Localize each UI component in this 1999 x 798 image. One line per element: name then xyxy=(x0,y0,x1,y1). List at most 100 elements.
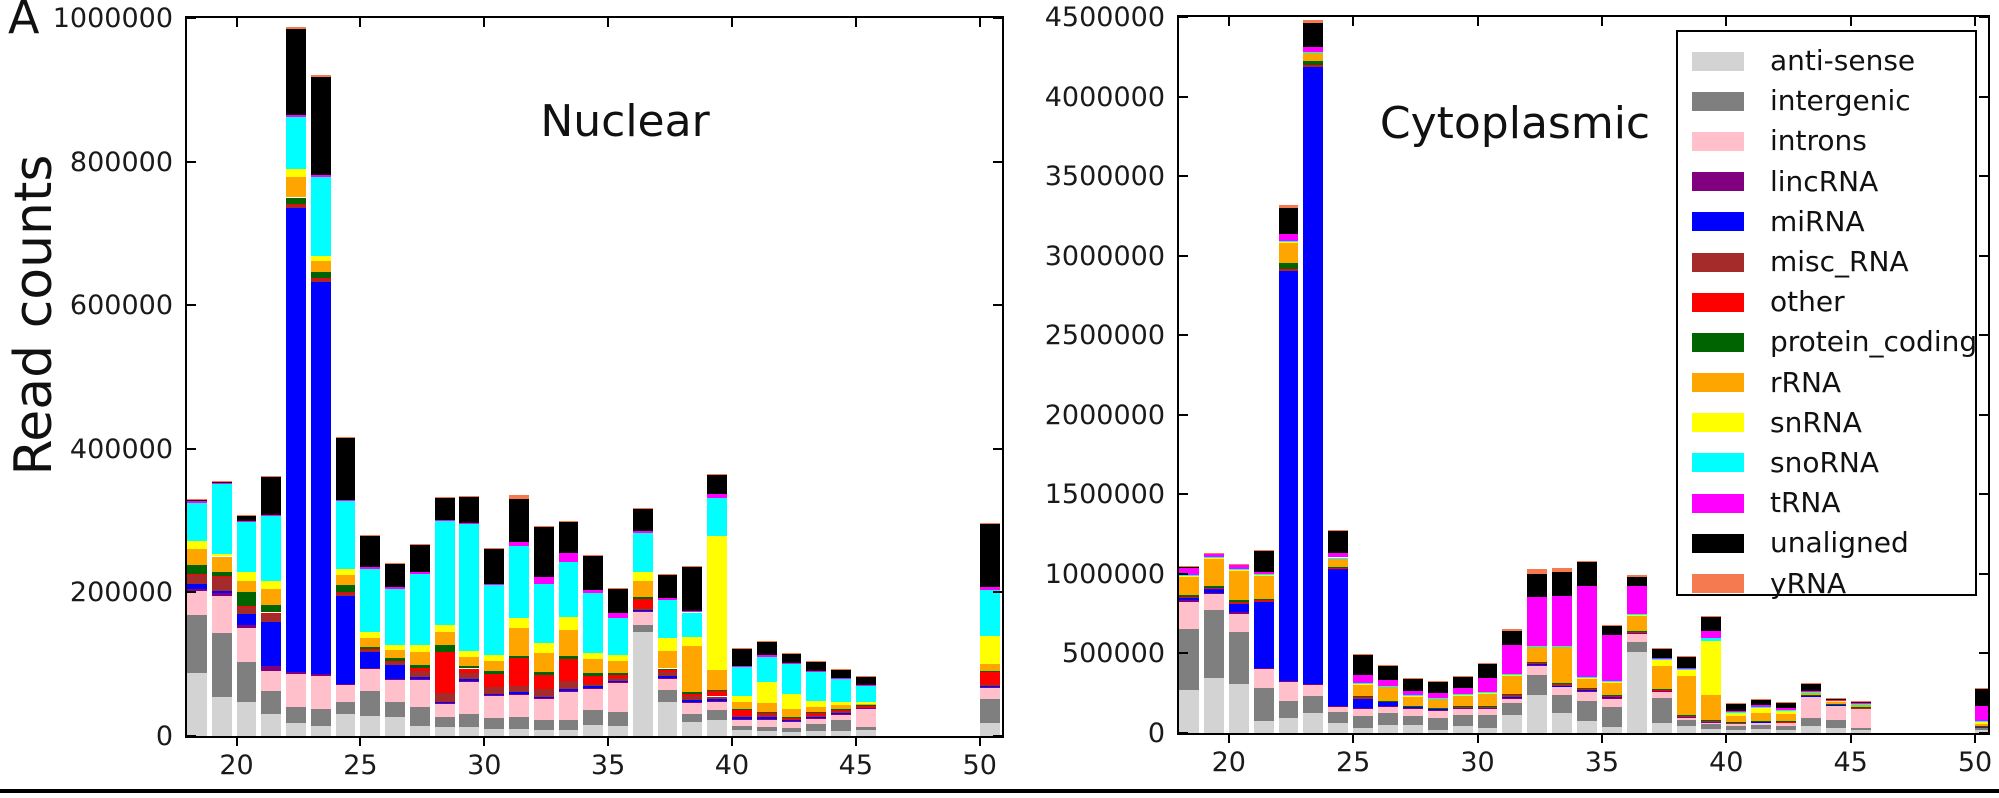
segment-tRNA xyxy=(1701,631,1722,639)
segment-introns xyxy=(1577,691,1597,702)
segment-lincRNA xyxy=(236,625,257,629)
segment-intergenic xyxy=(1179,628,1199,691)
protein_coding-swatch xyxy=(1692,332,1744,352)
segment-snRNA xyxy=(1726,712,1747,716)
segment-unaligned xyxy=(484,548,505,584)
segment-introns xyxy=(1278,681,1299,702)
segment-protein_coding xyxy=(632,597,653,599)
legend-item-snRNA: snRNA xyxy=(1678,403,1975,443)
legend-item-introns: introns xyxy=(1678,121,1975,161)
y-tick-label-800000: 800000 xyxy=(69,146,173,178)
segment-misc_RNA xyxy=(583,684,604,687)
segment-introns xyxy=(1552,686,1573,695)
y-tick-right-3500000 xyxy=(1979,175,1988,178)
segment-anti-sense xyxy=(756,730,777,736)
segment-anti-sense xyxy=(1477,728,1498,733)
segment-protein_coding xyxy=(608,672,628,675)
segment-rRNA xyxy=(1203,558,1224,586)
x-tick-bottom-40 xyxy=(730,738,733,746)
segment-snoRNA xyxy=(1502,674,1523,676)
segment-misc_RNA xyxy=(1253,601,1274,603)
segment-protein_coding xyxy=(1278,262,1299,270)
segment-yRNA xyxy=(657,574,678,576)
segment-yRNA xyxy=(1676,655,1697,657)
segment-unaligned xyxy=(1676,656,1697,669)
segment-other xyxy=(657,669,678,673)
segment-introns xyxy=(781,721,802,729)
segment-introns xyxy=(608,682,628,712)
segment-anti-sense xyxy=(1527,695,1548,733)
segment-yRNA xyxy=(1701,616,1722,618)
segment-other xyxy=(682,693,703,696)
segment-lincRNA xyxy=(831,713,851,715)
segment-misc_RNA xyxy=(756,715,777,718)
segment-rRNA xyxy=(831,705,851,709)
legend-item-tRNA: tRNA xyxy=(1678,483,1975,523)
segment-unaligned xyxy=(1726,703,1747,712)
segment-intergenic xyxy=(236,662,257,703)
x-tick-label-50: 50 xyxy=(1957,747,1993,778)
segment-tRNA xyxy=(509,542,529,546)
segment-intergenic xyxy=(434,717,455,728)
segment-anti-sense xyxy=(1825,728,1846,733)
x-tick-bottom-45 xyxy=(854,738,857,746)
segment-protein_coding xyxy=(1552,682,1573,684)
segment-other xyxy=(360,649,381,651)
segment-introns xyxy=(1676,717,1697,721)
segment-anti-sense xyxy=(1676,725,1697,733)
segment-snRNA xyxy=(459,651,480,657)
segment-introns xyxy=(831,714,851,721)
segment-rRNA xyxy=(979,664,1000,671)
segment-unaligned xyxy=(1477,663,1498,679)
segment-anti-sense xyxy=(707,720,728,736)
segment-intergenic xyxy=(781,728,802,732)
segment-introns xyxy=(756,719,777,727)
segment-tRNA xyxy=(409,572,430,574)
segment-tRNA xyxy=(1601,635,1622,682)
segment-tRNA xyxy=(1303,46,1324,52)
segment-yRNA xyxy=(1278,204,1299,209)
segment-anti-sense xyxy=(1701,729,1722,733)
segment-snoRNA xyxy=(1278,240,1299,242)
segment-miRNA xyxy=(1203,588,1224,593)
segment-snoRNA xyxy=(261,516,282,581)
segment-yRNA xyxy=(558,520,579,522)
legend-item-unaligned: unaligned xyxy=(1678,523,1975,563)
segment-lincRNA xyxy=(1353,707,1374,709)
segment-yRNA xyxy=(1228,563,1249,565)
segment-other xyxy=(1303,65,1324,67)
segment-unaligned xyxy=(756,641,777,655)
x-tick-top-20 xyxy=(235,18,238,27)
segment-lincRNA xyxy=(1303,684,1324,686)
segment-introns xyxy=(310,675,331,710)
yRNA-swatch xyxy=(1692,574,1744,594)
legend-label-anti-sense: anti-sense xyxy=(1770,44,1916,78)
segment-intergenic xyxy=(855,727,876,730)
segment-rRNA xyxy=(1800,693,1821,695)
segment-intergenic xyxy=(558,720,579,731)
segment-tRNA xyxy=(855,685,876,687)
segment-snoRNA xyxy=(1676,669,1697,671)
segment-rRNA xyxy=(310,261,331,273)
segment-anti-sense xyxy=(1726,729,1747,733)
segment-yRNA xyxy=(459,496,480,498)
segment-other xyxy=(979,672,1000,685)
segment-protein_coding xyxy=(657,668,678,670)
segment-unaligned xyxy=(558,521,579,553)
segment-misc_RNA xyxy=(1179,597,1199,599)
segment-anti-sense xyxy=(509,728,529,736)
segment-lincRNA xyxy=(1228,612,1249,614)
introns-swatch xyxy=(1692,131,1744,151)
segment-snoRNA xyxy=(360,569,381,632)
segment-other xyxy=(1278,269,1299,271)
segment-tRNA xyxy=(1452,688,1473,695)
segment-unaligned xyxy=(731,649,752,666)
segment-snRNA xyxy=(657,637,678,651)
segment-unaligned xyxy=(533,526,554,578)
x-tick-top-40 xyxy=(730,18,733,27)
segment-miRNA xyxy=(459,678,480,681)
segment-miRNA xyxy=(1253,601,1274,668)
segment-snRNA xyxy=(756,682,777,703)
segment-unaligned xyxy=(632,509,653,532)
segment-anti-sense xyxy=(1228,683,1249,733)
